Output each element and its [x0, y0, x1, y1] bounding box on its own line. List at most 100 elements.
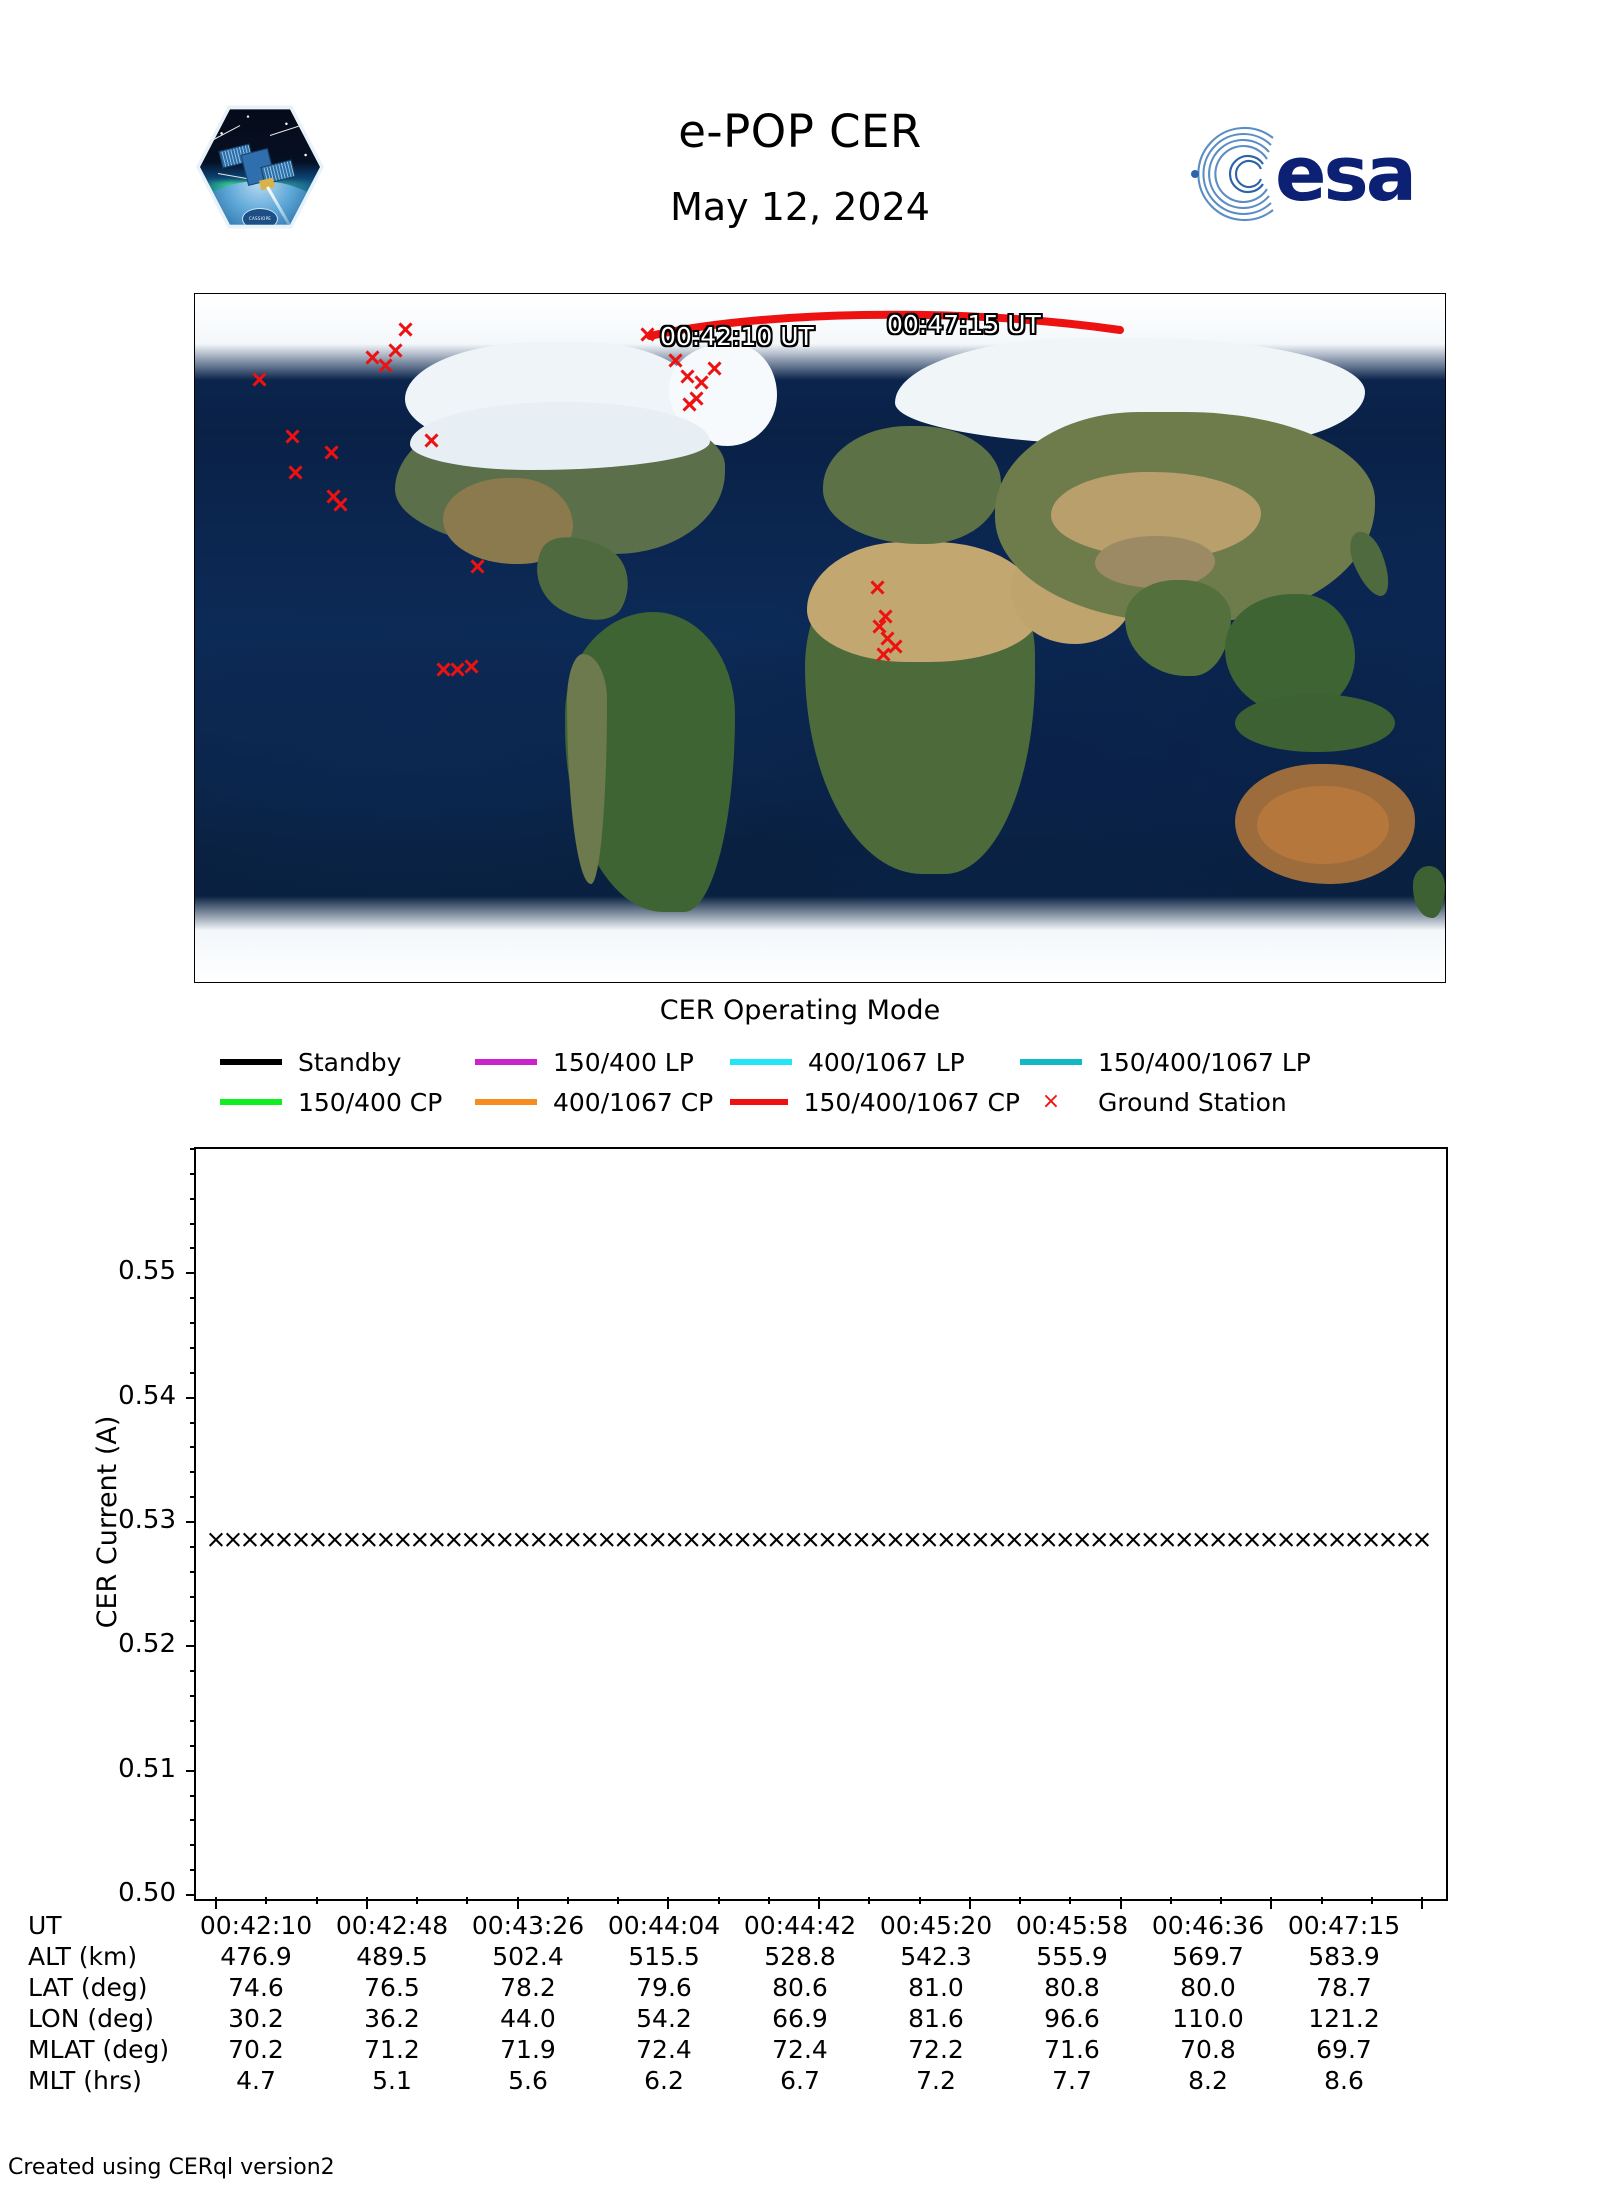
table-cell: 78.2 [500, 1973, 556, 2002]
legend-label: Ground Station [1098, 1087, 1287, 1117]
europe [823, 426, 1001, 544]
data-point-marker: × [715, 1524, 737, 1554]
y-axis-minor-tick [190, 1744, 196, 1747]
table-cell: 71.2 [364, 2035, 420, 2064]
data-point-marker: × [1224, 1524, 1246, 1554]
table-cell: 00:42:10 [199, 1911, 313, 1940]
data-point-marker: × [1309, 1524, 1331, 1554]
table-row-label: ALT (km) [28, 1942, 138, 1971]
data-point-marker: × [884, 1524, 906, 1554]
legend-label: 150/400/1067 CP [803, 1087, 1020, 1117]
x-axis-minor-tick [868, 1897, 871, 1904]
tibet-plateau [1095, 536, 1215, 588]
table-row-label: MLT (hrs) [28, 2066, 142, 2095]
table-cell: 6.2 [644, 2066, 684, 2095]
page-header: CASSIOPE e-POP CER May 12, 2024 esa [0, 0, 1600, 229]
table-cell: 502.4 [492, 1942, 564, 1971]
y-axis-minor-tick [190, 1595, 196, 1598]
legend-swatch [730, 1099, 788, 1105]
table-row: UT 00:42:10 00:42:48 00:43:26 00:44:04 00:44:… [28, 1910, 1588, 1941]
x-axis-tick [1119, 1897, 1122, 1909]
table-cell: 72.4 [772, 2035, 828, 2064]
y-axis-tick [186, 1894, 196, 1896]
table-cell: 583.9 [1308, 1942, 1380, 1971]
legend-item-150-400-1067-cp[interactable]: 150/400/1067 CP [730, 1088, 1020, 1117]
north-america-snowline [410, 402, 710, 470]
ground-station-marker [378, 358, 393, 373]
data-point-marker: × [528, 1524, 550, 1554]
data-point-marker: × [783, 1524, 804, 1554]
data-point-marker: × [681, 1524, 703, 1554]
x-axis-minor-tick [265, 1897, 268, 1904]
map-start-time-label: 00:42:10 UT [660, 322, 814, 351]
data-point-marker: × [952, 1524, 974, 1554]
table-cell: 72.4 [636, 2035, 692, 2064]
x-axis-minor-tick [617, 1897, 619, 1904]
data-point-marker: × [1190, 1524, 1212, 1554]
data-point-marker: × [1326, 1524, 1348, 1554]
legend-item-ground-station[interactable]: × Ground Station [1020, 1088, 1287, 1117]
y-axis-tick-label: 0.51 [118, 1753, 176, 1784]
data-point-marker: × [867, 1524, 889, 1554]
table-cell: 00:45:58 [1015, 1911, 1129, 1940]
legend-item-400-1067-lp[interactable]: 400/1067 LP [730, 1048, 1020, 1077]
page-title: e-POP CER [678, 105, 922, 158]
data-point-marker: × [749, 1524, 771, 1554]
table-row: LAT (deg) 74.6 76.5 78.2 79.6 80.6 81.0 80.8 80.… [28, 1972, 1588, 2003]
legend-label: 150/400 LP [553, 1047, 694, 1077]
legend-item-150-400-cp[interactable]: 150/400 CP [220, 1088, 475, 1117]
ground-station-marker [876, 647, 891, 662]
table-cell: 7.2 [916, 2066, 956, 2095]
x-axis-minor-tick [566, 1897, 569, 1904]
legend-swatch [220, 1099, 282, 1105]
data-point-marker: × [833, 1524, 855, 1554]
table-cell: 78.7 [1316, 1973, 1372, 2002]
ground-station-marker [640, 327, 655, 342]
legend-item-400-1067-cp[interactable]: 400/1067 CP [475, 1088, 730, 1117]
ground-station-marker [436, 662, 451, 677]
data-point-marker: × [1377, 1524, 1399, 1554]
data-point-marker: × [477, 1524, 499, 1554]
table-row-label: UT [28, 1911, 62, 1940]
legend-row: Standby 150/400 LP 400/1067 LP 150/400/1… [220, 1042, 1420, 1082]
data-point-marker: × [494, 1524, 516, 1554]
x-axis-minor-tick [717, 1897, 720, 1904]
table-cell: 66.9 [772, 2004, 828, 2033]
x-axis-minor-tick [1220, 1897, 1222, 1904]
y-axis-minor-tick [190, 1844, 196, 1847]
x-axis-tick [818, 1897, 820, 1909]
data-point-marker: × [1054, 1524, 1076, 1554]
map-end-time-label: 00:47:15 UT [887, 310, 1041, 339]
table-row: MLAT (deg) 70.2 71.2 71.9 72.4 72.4 72.2 71.6 70… [28, 2034, 1588, 2065]
y-axis-minor-tick [190, 1247, 196, 1250]
y-axis-tick [186, 1396, 196, 1399]
y-axis-minor-tick [190, 1819, 196, 1822]
world-map[interactable]: 00:42:10 UT 00:47:15 UT [194, 293, 1446, 983]
table-cell: 515.5 [628, 1942, 700, 1971]
table-cell: 489.5 [356, 1942, 428, 1971]
legend-item-150-400-1067-lp[interactable]: 150/400/1067 LP [1020, 1048, 1311, 1077]
table-cell: 54.2 [636, 2004, 692, 2033]
x-axis-tick [516, 1897, 519, 1909]
new-zealand [1413, 866, 1445, 918]
data-point-marker: × [1020, 1524, 1042, 1554]
footer-credit: Created using CERql version2 [8, 2155, 335, 2180]
page-date: May 12, 2024 [670, 185, 930, 229]
esa-wordmark: esa [1275, 129, 1417, 218]
legend-item-150-400-lp[interactable]: 150/400 LP [475, 1048, 730, 1077]
table-cell: 00:44:42 [743, 1911, 857, 1940]
x-axis-tick [215, 1897, 217, 1909]
data-point-marker: × [460, 1524, 482, 1554]
table-row-label: LON (deg) [28, 2004, 154, 2033]
data-point-marker: × [1241, 1524, 1263, 1554]
table-cell: 81.0 [908, 1973, 964, 2002]
y-axis-minor-tick [190, 1322, 196, 1325]
cer-current-plot[interactable] [194, 1147, 1448, 1901]
data-point-marker: × [613, 1524, 635, 1554]
x-axis-minor-tick [1019, 1897, 1021, 1904]
y-axis-tick [186, 1521, 196, 1523]
ground-station-marker [707, 361, 722, 376]
legend-item-standby[interactable]: Standby [220, 1048, 475, 1077]
data-point-marker: × [222, 1524, 244, 1554]
ephemeris-table: UT 00:42:10 00:42:48 00:43:26 00:44:04 00:44:… [28, 1910, 1588, 2096]
